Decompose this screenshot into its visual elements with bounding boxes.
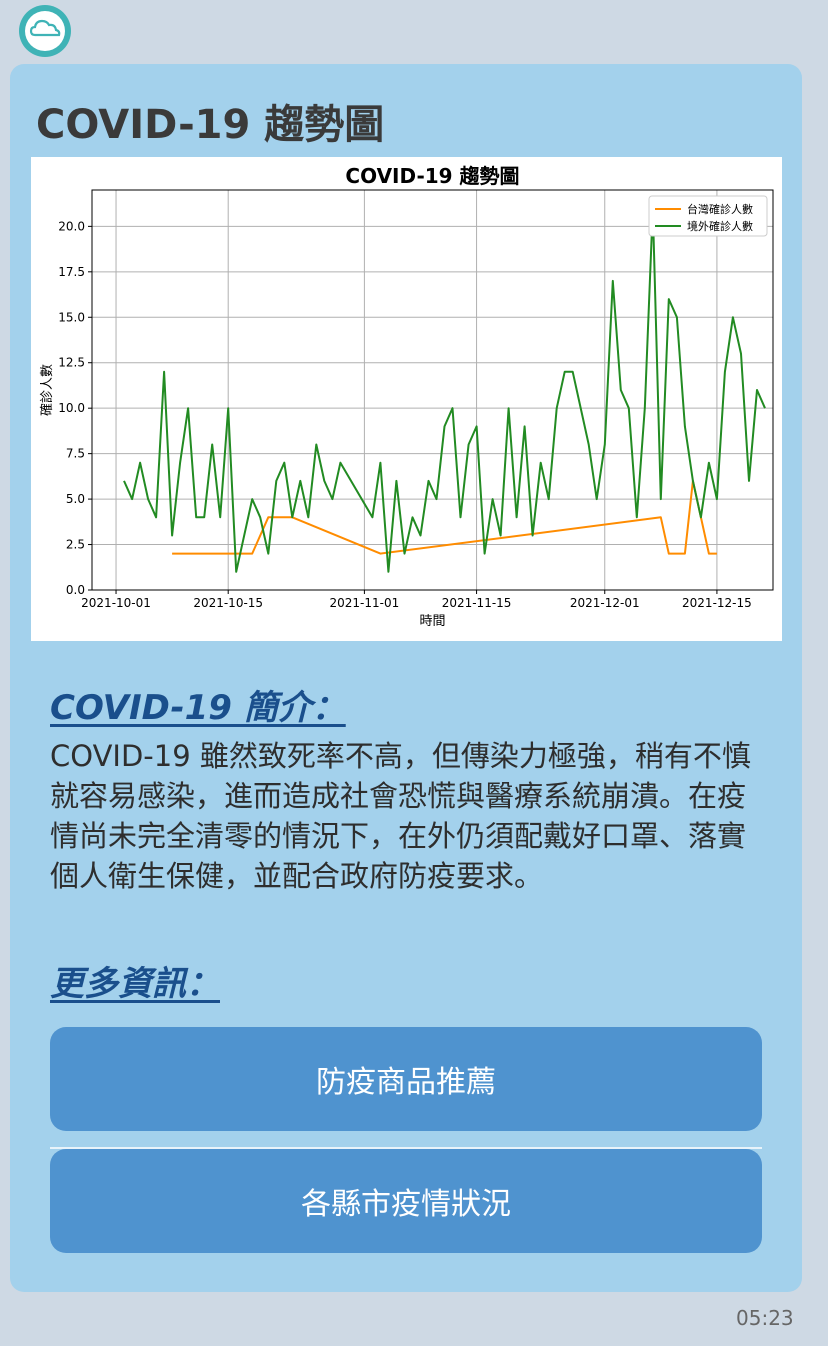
y-tick-label: 20.0 xyxy=(58,219,85,233)
x-tick-label: 2021-10-15 xyxy=(193,596,263,610)
y-tick-label: 0.0 xyxy=(66,583,85,597)
y-tick-label: 12.5 xyxy=(58,356,85,370)
card-title: COVID-19 趨勢圖 xyxy=(36,102,385,148)
plot-frame xyxy=(91,189,774,591)
y-axis-label: 確診人數 xyxy=(39,364,55,416)
recommend-products-button[interactable]: 防疫商品推薦 xyxy=(50,1027,762,1131)
x-axis-label: 時間 xyxy=(419,614,445,629)
chart-title: COVID-19 趨勢圖 xyxy=(345,164,519,188)
airgist-logo-icon xyxy=(19,5,71,57)
y-tick-label: 17.5 xyxy=(58,265,85,279)
legend-label: 台灣確診人數 xyxy=(687,202,753,216)
avatar[interactable] xyxy=(16,4,74,58)
trend-chart-svg: 2021-10-01 2021-10-15 2021-11-01 2021-11-15… xyxy=(39,164,774,629)
x-tick-label: 2021-11-15 xyxy=(442,596,512,610)
trend-chart: 2021-10-01 2021-10-15 2021-11-01 2021-11-15… xyxy=(31,157,782,641)
message-timestamp: 05:23 xyxy=(736,1306,794,1330)
intro-text: COVID-19 雖然致死率不高，但傳染力極強，稍有不慎就容易感染，進而造成社會… xyxy=(50,739,751,893)
legend-label: 境外確診人數 xyxy=(687,219,753,233)
x-tick-label: 2021-11-01 xyxy=(330,596,400,610)
x-tick-label: 2021-12-15 xyxy=(682,596,752,610)
y-tick-label: 15.0 xyxy=(58,310,85,324)
y-tick-label: 2.5 xyxy=(66,538,85,552)
county-status-button[interactable]: 各縣市疫情狀況 xyxy=(50,1149,762,1253)
x-tick-label: 2021-12-01 xyxy=(570,596,640,610)
series-line xyxy=(123,207,766,573)
more-info-heading: 更多資訊： xyxy=(50,964,220,1004)
y-tick-label: 5.0 xyxy=(66,492,85,506)
intro-heading: COVID-19 簡介： xyxy=(50,688,346,728)
message-bubble: COVID-19 趨勢圖 2021-10-01 2021-10-15 2021-11… xyxy=(10,64,802,1292)
y-tick-label: 7.5 xyxy=(66,447,85,461)
x-tick-label: 2021-10-01 xyxy=(81,596,151,610)
y-tick-label: 10.0 xyxy=(58,401,85,415)
button-divider xyxy=(50,1147,762,1149)
